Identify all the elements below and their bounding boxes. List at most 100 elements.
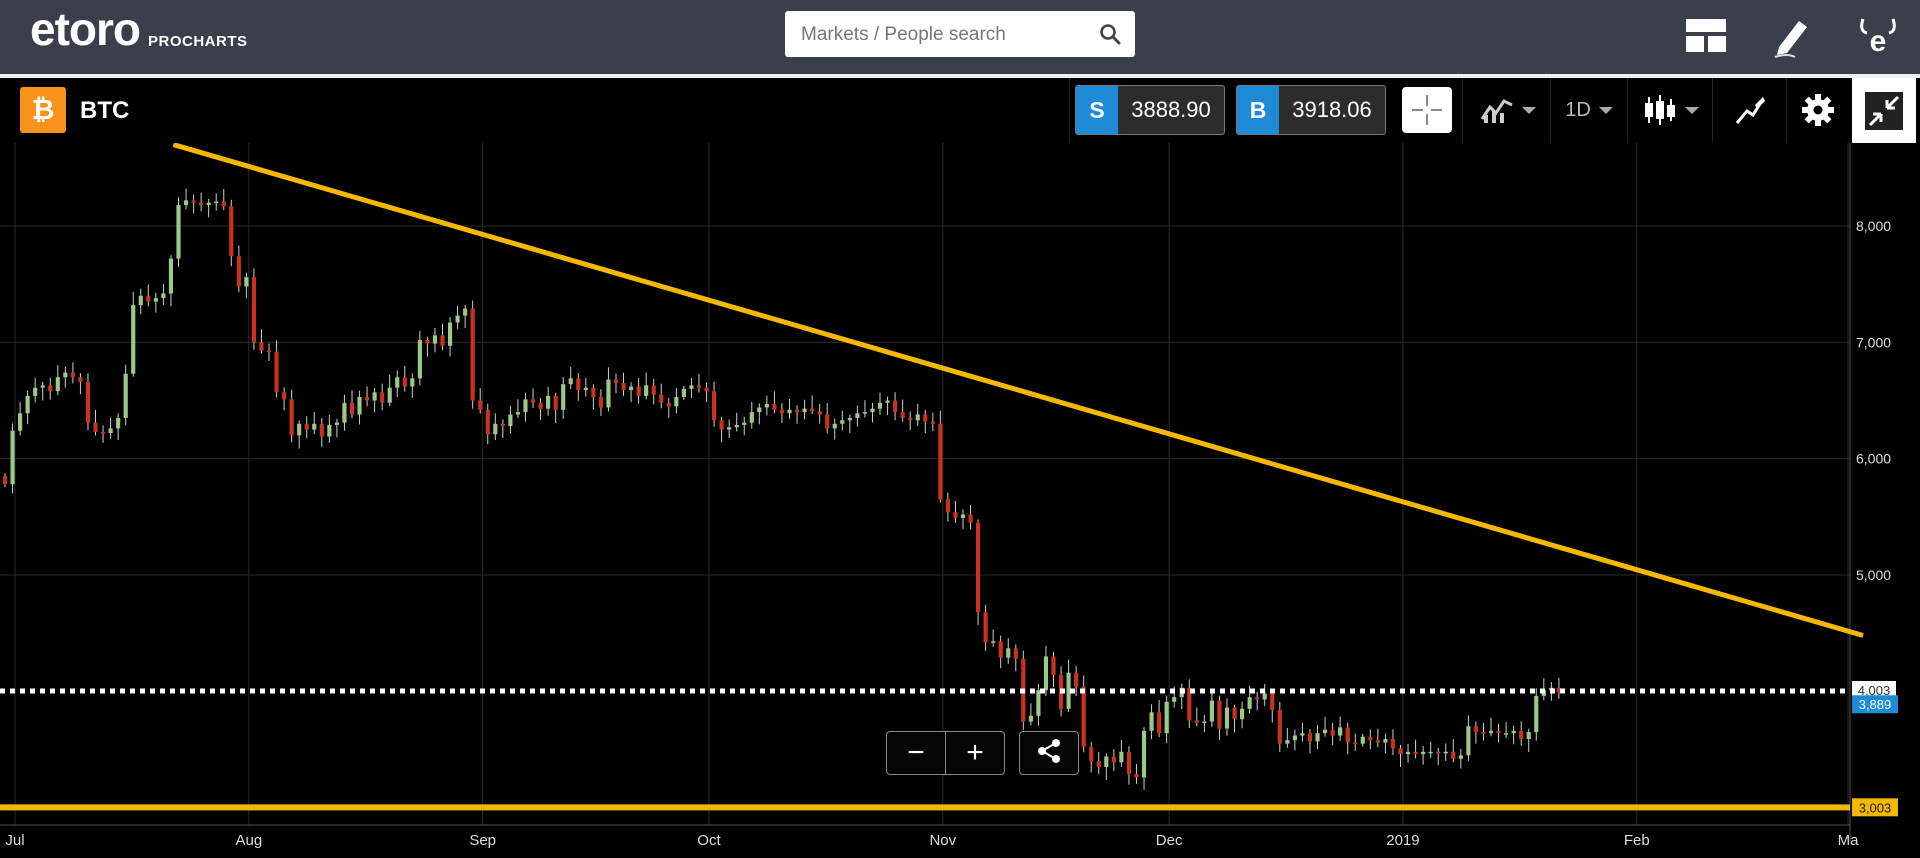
x-axis-tick-label: 2019 [1386, 832, 1419, 849]
candle-body [493, 423, 498, 435]
candle-body [380, 392, 385, 403]
candle-body [998, 641, 1003, 658]
candle-body [1436, 751, 1441, 754]
candle-body [1202, 721, 1207, 724]
candle-body [297, 423, 302, 436]
candle-body [1217, 700, 1222, 729]
search-icon[interactable] [1099, 23, 1121, 45]
candle-body [674, 397, 679, 407]
candle-body [1006, 648, 1011, 658]
current-price-bg [1852, 695, 1898, 714]
candle-body [757, 407, 762, 413]
candle-body [1104, 756, 1109, 767]
chevron-down-icon [1685, 106, 1699, 114]
candle-body [1119, 751, 1124, 763]
candle-body [455, 315, 460, 323]
candle-body [621, 383, 626, 391]
candle-body [25, 395, 30, 414]
y-axis-tick-label: 8,000 [1856, 218, 1891, 234]
crosshair-icon[interactable] [1402, 87, 1452, 133]
candle-body [644, 385, 649, 396]
layout-icon[interactable] [1680, 10, 1732, 62]
candle-body [417, 340, 422, 379]
candle-body [1285, 740, 1290, 744]
candle-body [1066, 672, 1071, 709]
candle-body [78, 377, 83, 382]
candle-body [1322, 729, 1328, 734]
candle-body [229, 206, 234, 257]
toolbar-divider [1786, 78, 1787, 143]
candle-body [696, 385, 702, 388]
candle-body [485, 409, 490, 435]
price-chart[interactable]: Jul Aug Sep Oct Nov Dec 2019 Feb Ma 8,000 7,000 6,0… [0, 143, 1920, 858]
zoom-divider [945, 732, 946, 774]
candle-body [1338, 727, 1343, 736]
candle-body [259, 342, 264, 351]
candle-body [70, 372, 75, 378]
candle-body [161, 293, 166, 299]
collapse-icon[interactable] [1852, 78, 1916, 143]
candle-body [63, 372, 68, 378]
buy-button[interactable]: B 3918.06 [1236, 85, 1386, 135]
search-box [785, 11, 1135, 59]
pencil-icon[interactable] [1766, 10, 1818, 62]
sell-button[interactable]: S 3888.90 [1075, 85, 1225, 135]
candle-body [772, 403, 777, 410]
candle-body [131, 305, 136, 374]
gear-icon[interactable] [1792, 84, 1844, 136]
zoom-in-button[interactable]: + [946, 732, 1004, 774]
drawing-tools-icon[interactable] [1722, 84, 1778, 136]
candle-body [191, 200, 196, 203]
candle-body [546, 395, 551, 409]
candle-body [440, 335, 445, 346]
candle-body [1360, 736, 1365, 744]
candle-body [387, 387, 392, 403]
candle-body [561, 384, 566, 410]
candle-body [1315, 733, 1320, 742]
candle-body [515, 412, 521, 415]
candle-body [704, 387, 709, 392]
sell-tag: S [1076, 86, 1118, 134]
candle-body [968, 514, 973, 523]
candle-body [410, 378, 415, 387]
x-axis-tick-label: Jul [5, 832, 24, 849]
candle-body [1534, 695, 1539, 733]
candle-body [666, 402, 671, 407]
candle-body [1028, 715, 1033, 722]
candle-body [810, 408, 815, 411]
candle-body [983, 612, 988, 643]
buy-tag: B [1237, 86, 1279, 134]
candle-body [1428, 751, 1433, 754]
candle-body [877, 402, 883, 409]
candle-body [18, 413, 23, 431]
chevron-down-icon [1522, 106, 1536, 114]
candle-body [168, 258, 174, 294]
timeframe-select[interactable]: 1D [1556, 84, 1622, 136]
candle-body [900, 412, 905, 418]
candle-body [749, 412, 754, 423]
candle-body [817, 410, 822, 415]
etoro-logo[interactable]: etoro PROCHARTS [30, 6, 248, 52]
zoom-out-button[interactable]: − [887, 732, 945, 774]
candle-body [183, 200, 189, 206]
candle-body [153, 298, 158, 302]
candle-body [802, 408, 807, 413]
share-button[interactable] [1019, 731, 1079, 775]
search-input[interactable] [785, 11, 1093, 59]
candle-body [1157, 712, 1162, 734]
candle-body [1481, 732, 1486, 734]
etoro-e-icon[interactable]: e [1852, 10, 1904, 62]
compare-chart-icon[interactable] [1472, 84, 1544, 136]
trendline [172, 143, 1864, 638]
candlestick-icon[interactable] [1636, 84, 1706, 136]
level-label-bg [1852, 680, 1896, 699]
candle-body [538, 402, 543, 409]
candle-body [221, 201, 226, 207]
candle-body [85, 381, 91, 423]
candle-body [334, 422, 339, 425]
candle-body [975, 522, 981, 613]
candle-body [199, 202, 204, 206]
candle-body [1383, 739, 1388, 743]
logo-subtitle: PROCHARTS [148, 33, 248, 50]
candle-body [764, 403, 769, 408]
